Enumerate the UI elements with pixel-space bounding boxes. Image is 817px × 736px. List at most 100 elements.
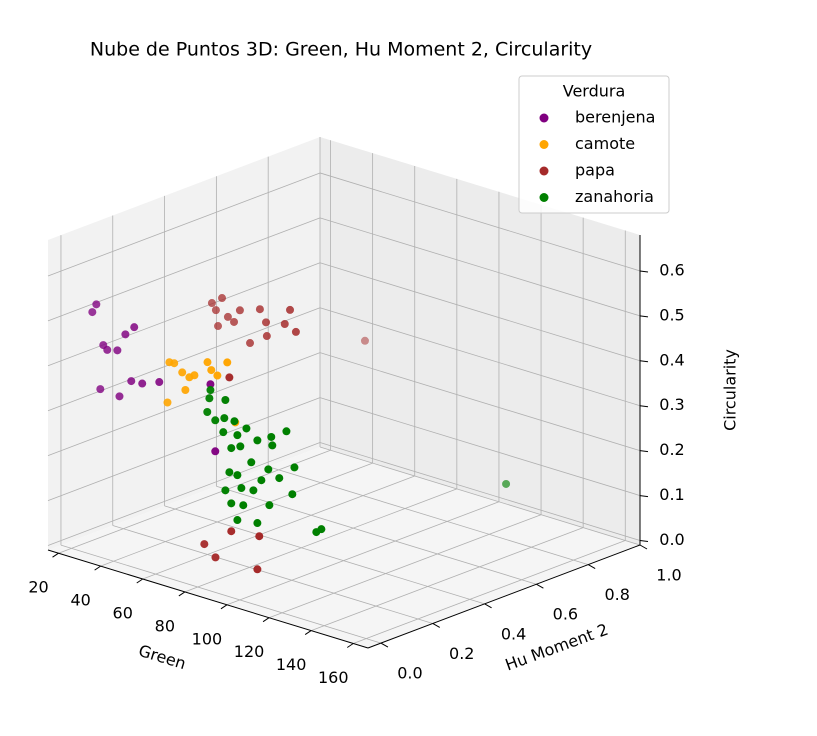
grid-line — [47, 262, 321, 367]
tick-mark — [262, 617, 270, 623]
y-tick-label: 0.8 — [604, 585, 629, 604]
y-tick-label: 1.0 — [656, 566, 681, 585]
legend-marker — [539, 140, 549, 149]
x-tick-label: 100 — [192, 629, 223, 648]
data-point — [236, 442, 245, 451]
data-point — [288, 490, 297, 499]
grid-line — [47, 442, 321, 546]
legend: Verdura berenjena camote papa zanahoria — [518, 75, 670, 214]
data-point — [360, 336, 369, 345]
chart-title: Nube de Puntos 3D: Green, Hu Moment 2, C… — [90, 39, 592, 61]
data-point — [255, 305, 264, 314]
data-point — [211, 553, 220, 562]
z-tick-label: 0.1 — [659, 485, 684, 504]
data-point — [286, 305, 295, 314]
data-point — [291, 327, 300, 336]
axes: 20 40 60 80 100 120 140 160 0.0 0.2 0.4 0.6 0.8 1.0 0.… — [28, 235, 685, 687]
data-point — [225, 468, 234, 477]
grid-line — [47, 307, 321, 412]
data-point — [203, 407, 212, 416]
tick-mark — [346, 643, 354, 648]
grid-line — [311, 527, 584, 631]
legend-marker — [539, 193, 549, 202]
data-point — [239, 501, 248, 510]
data-point — [103, 345, 112, 354]
legend-marker — [539, 113, 549, 123]
tick-mark — [587, 564, 596, 570]
data-point — [155, 378, 164, 387]
data-point — [223, 312, 232, 321]
data-point — [227, 499, 236, 508]
tick-mark — [380, 642, 389, 648]
data-point — [268, 441, 277, 450]
data-point — [170, 359, 179, 368]
data-point — [233, 516, 242, 525]
grid-line — [319, 307, 641, 407]
tick-mark — [178, 591, 186, 597]
data-point — [214, 322, 223, 331]
legend-marker — [539, 166, 549, 176]
data-point — [223, 358, 232, 367]
data-point — [249, 486, 258, 495]
grid-line — [58, 449, 331, 554]
panes — [48, 137, 640, 648]
data-point — [235, 306, 244, 315]
data-point — [237, 484, 246, 493]
points — [88, 294, 511, 574]
tick-mark — [220, 604, 228, 610]
data-point — [206, 380, 215, 389]
z-tick-label: 0.6 — [659, 260, 684, 279]
grid-line — [47, 397, 321, 501]
grid-line — [353, 540, 626, 644]
data-point — [203, 358, 212, 367]
data-point — [130, 323, 139, 332]
z-tick-label: 0.4 — [659, 350, 684, 369]
tick-mark — [536, 583, 544, 589]
data-point — [233, 471, 242, 480]
data-point — [257, 476, 266, 485]
grid-line — [319, 397, 641, 496]
data-point — [190, 371, 199, 380]
data-point — [317, 525, 326, 534]
grid-line — [100, 462, 373, 567]
data-point — [178, 368, 187, 377]
data-point — [163, 398, 172, 407]
data-point — [282, 427, 291, 436]
data-point — [211, 416, 220, 425]
data-point — [280, 320, 289, 329]
data-point — [262, 318, 271, 327]
x-tick-label: 140 — [276, 655, 307, 674]
x-tick-label: 120 — [234, 642, 265, 661]
data-point — [88, 308, 97, 317]
data-point — [225, 373, 234, 382]
x-tick-label: 80 — [155, 616, 175, 635]
data-point — [253, 436, 262, 445]
data-point — [207, 299, 216, 308]
data-point — [502, 479, 511, 488]
grid-line — [47, 352, 321, 457]
grid-line — [319, 172, 641, 272]
axis-line — [47, 549, 369, 649]
data-point — [290, 463, 299, 472]
tick-mark — [639, 360, 649, 363]
grid-line — [60, 544, 382, 644]
z-tick-label: 0.3 — [659, 395, 684, 414]
data-point — [92, 300, 101, 309]
data-point — [264, 465, 273, 474]
legend-label: berenjena — [575, 108, 655, 127]
data-point — [138, 379, 147, 388]
tick-mark — [304, 630, 312, 636]
z-axis-label: Circularity — [721, 349, 740, 431]
legend-label: camote — [575, 134, 635, 153]
data-point — [221, 396, 230, 405]
tick-mark — [639, 270, 649, 273]
data-point — [96, 385, 105, 394]
data-point — [275, 474, 284, 483]
pane-bottom — [48, 447, 640, 648]
data-point — [247, 458, 256, 467]
data-point — [265, 501, 274, 510]
z-tick-label: 0.2 — [659, 440, 684, 459]
tick-mark — [52, 552, 59, 558]
legend-label: zanahoria — [575, 187, 654, 206]
